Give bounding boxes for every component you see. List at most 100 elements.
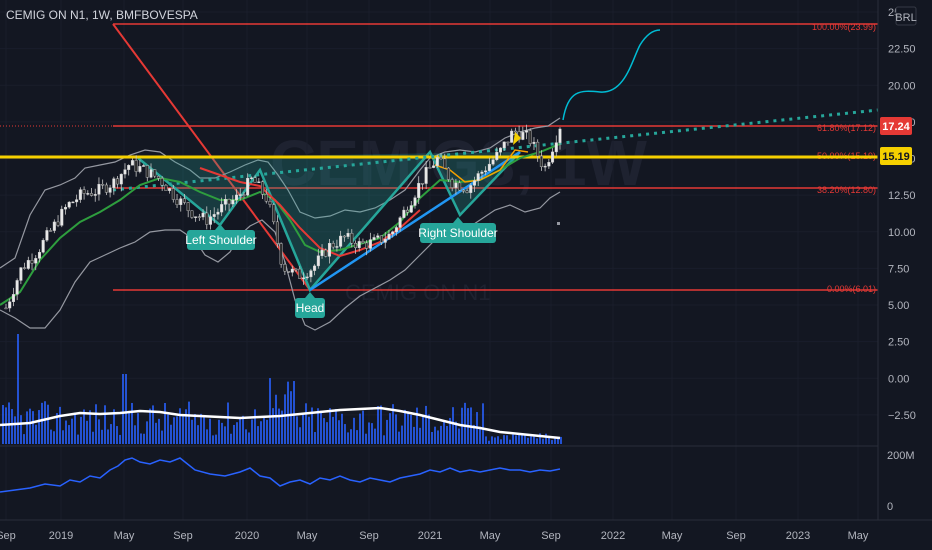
- candle-body: [45, 230, 49, 241]
- volume-bar: [350, 429, 352, 444]
- volume-bar: [473, 424, 475, 444]
- volume-bar: [290, 391, 292, 444]
- volume-bar: [185, 409, 187, 444]
- volume-bar: [326, 422, 328, 444]
- x-tick-label: 2021: [418, 530, 442, 542]
- volume-bar: [167, 414, 169, 444]
- candle-body: [495, 151, 499, 160]
- volume-bar: [377, 406, 379, 444]
- volume-bar: [494, 437, 496, 444]
- volume-bar: [65, 420, 67, 444]
- arrow-marker: [513, 132, 521, 145]
- volume-bar: [92, 431, 94, 444]
- volume-bar: [395, 414, 397, 444]
- volume-bar: [20, 415, 22, 444]
- x-tick-label: May: [114, 530, 135, 542]
- volume-bar: [71, 418, 73, 444]
- candle-body: [484, 170, 488, 173]
- label-head[interactable]: Head: [295, 292, 325, 318]
- label-head-text: Head: [296, 301, 325, 315]
- candle-body: [324, 249, 328, 257]
- volume-bar: [110, 424, 112, 444]
- price-tag-neckline-text: 15.19: [882, 151, 910, 163]
- volume-bar: [218, 419, 220, 444]
- candle-body: [231, 199, 235, 205]
- volume-bar: [29, 408, 31, 444]
- volume-bar: [215, 434, 217, 444]
- volume-bar: [305, 403, 307, 444]
- price-projection: [562, 29, 661, 121]
- volume-bar: [398, 431, 400, 444]
- volume-bar: [272, 408, 274, 444]
- candle-body: [34, 258, 38, 264]
- label-right-shoulder[interactable]: Right Shoulder: [418, 217, 498, 243]
- volume-bar: [239, 418, 241, 444]
- volume-bar: [230, 433, 232, 444]
- candle-body: [8, 301, 12, 309]
- volume-bar: [533, 435, 535, 444]
- candle-body: [387, 233, 391, 240]
- volume-bar: [74, 412, 76, 444]
- dotted-trendline[interactable]: [112, 108, 879, 192]
- candle-body: [290, 268, 294, 273]
- candle-body: [205, 212, 209, 225]
- volume-bar: [149, 408, 151, 444]
- candle-body: [327, 243, 331, 257]
- volume-bar: [542, 438, 544, 444]
- candle-body: [56, 221, 60, 226]
- x-tick-label: May: [480, 530, 501, 542]
- time-axis[interactable]: Sep 2019 May Sep 2020 May Sep 2021 May Sep 2022 May…: [0, 519, 932, 542]
- y-tick-label: −2.50: [888, 410, 916, 422]
- volume-bar: [524, 433, 526, 444]
- candle-body: [350, 232, 354, 244]
- volume-bar: [518, 434, 520, 444]
- volume-bar: [479, 426, 481, 444]
- bollinger-upper: [0, 117, 561, 269]
- volume-bar: [410, 415, 412, 444]
- candle-body: [554, 142, 558, 153]
- candle-body: [127, 165, 131, 170]
- candle-body: [138, 166, 142, 172]
- volume-bar: [188, 401, 190, 444]
- label-right-shoulder-text: Right Shoulder: [418, 226, 497, 240]
- candle-body: [249, 177, 253, 179]
- fib-label-382: 38.20%(12.80): [817, 185, 876, 195]
- label-left-shoulder[interactable]: Left Shoulder: [185, 224, 257, 250]
- candle-body: [372, 237, 376, 240]
- candle-body: [487, 163, 491, 171]
- volume-bar: [509, 439, 511, 444]
- candle-body: [149, 169, 153, 178]
- volume-bar: [275, 394, 277, 444]
- candle-body: [428, 167, 432, 169]
- volume-bar: [32, 411, 34, 444]
- currency-box[interactable]: [895, 6, 917, 26]
- volume-bar: [95, 404, 97, 444]
- volume-bar: [278, 408, 280, 444]
- volume-bar: [521, 433, 523, 444]
- candle-body: [41, 240, 45, 253]
- x-tick-label: Sep: [726, 530, 746, 542]
- candle-body: [543, 165, 547, 168]
- volume-bar: [401, 425, 403, 444]
- volume-bar: [173, 417, 175, 444]
- y-tick-label: 2.50: [888, 337, 909, 349]
- volume-bar: [77, 434, 79, 444]
- price-axis[interactable]: 2522.5020.0017.5015.0012.5010.007.505.00…: [877, 0, 917, 520]
- candle-body: [23, 267, 27, 269]
- candle-body: [145, 165, 149, 178]
- candle-body: [194, 216, 198, 218]
- candle-body: [551, 151, 555, 163]
- candle-body: [510, 130, 514, 143]
- candle-body: [525, 130, 529, 133]
- volume-bar: [506, 435, 508, 444]
- volume-bar: [68, 425, 70, 444]
- candle-body: [450, 179, 454, 188]
- volume-bar: [233, 424, 235, 444]
- volume-moving-average: [0, 406, 561, 440]
- volume-bar: [431, 431, 433, 444]
- volume-bar: [107, 429, 109, 444]
- volume-bar: [197, 425, 199, 444]
- volume-bar: [557, 438, 559, 444]
